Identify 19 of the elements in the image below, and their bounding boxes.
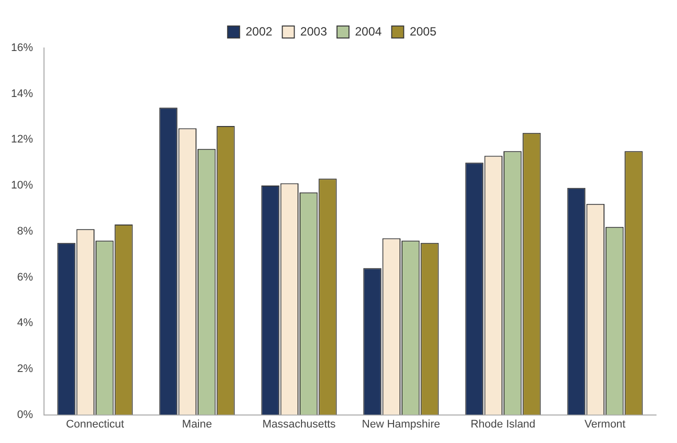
legend-label: 2003 — [300, 24, 328, 38]
x-tick-label: Massachusetts — [262, 418, 336, 430]
y-tick-label: 4% — [17, 317, 34, 330]
y-tick-label: 10% — [10, 180, 34, 192]
y-tick-label: 16% — [10, 42, 34, 54]
y-tick-label: 14% — [10, 88, 34, 100]
y-tick-label: 12% — [10, 134, 34, 146]
x-tick-label: Rhode Island — [470, 418, 536, 430]
y-tick-label: 0% — [17, 408, 34, 421]
x-tick-label: Vermont — [584, 418, 626, 430]
legend-label: 2005 — [410, 24, 437, 38]
y-tick-label: 6% — [17, 271, 34, 284]
legend-label: 2002 — [246, 24, 273, 38]
x-tick-label: New Hampshire — [362, 418, 440, 430]
legend-label: 2004 — [355, 24, 382, 38]
y-tick-label: 8% — [17, 225, 34, 238]
y-tick-label: 2% — [17, 362, 34, 375]
x-tick-label: Connecticut — [66, 418, 124, 430]
x-tick-label: Maine — [182, 418, 212, 430]
